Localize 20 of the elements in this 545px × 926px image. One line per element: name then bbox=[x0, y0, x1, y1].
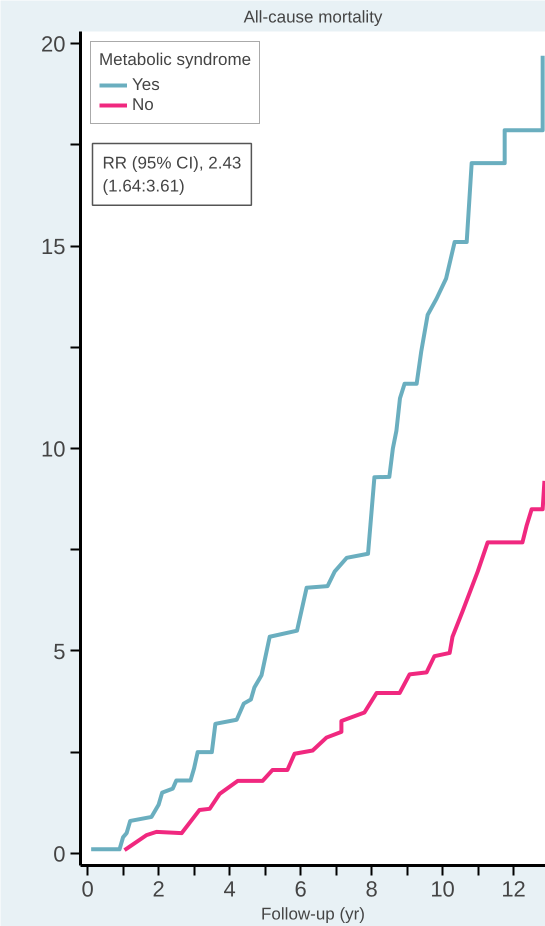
x-tick-label: 10 bbox=[430, 876, 455, 902]
annotation: RR (95% CI), 2.43 (1.64:3.61) bbox=[102, 154, 242, 196]
y-tick-label: 20 bbox=[41, 32, 66, 57]
legend-label: No bbox=[132, 95, 154, 115]
y-tick-label: 0 bbox=[53, 841, 66, 866]
x-tick-label: 2 bbox=[152, 876, 165, 902]
x-tick-label: 12 bbox=[501, 876, 526, 902]
y-tick-label: 5 bbox=[53, 638, 66, 664]
x-axis-title: Follow-up (yr) bbox=[261, 904, 365, 924]
legend-title: Metabolic syndrome bbox=[99, 50, 252, 70]
x-tick-label: 0 bbox=[81, 876, 94, 902]
x-tick-label: 6 bbox=[294, 876, 307, 902]
legend-label: Yes bbox=[132, 75, 160, 95]
y-tick-label: 15 bbox=[41, 234, 66, 260]
x-tick-label: 8 bbox=[365, 876, 378, 902]
y-tick-label: 10 bbox=[41, 436, 66, 462]
x-tick-label: 4 bbox=[223, 876, 236, 902]
line-series bbox=[89, 54, 545, 852]
line-series bbox=[122, 478, 545, 852]
chart-title: All-cause mortality bbox=[244, 8, 383, 26]
